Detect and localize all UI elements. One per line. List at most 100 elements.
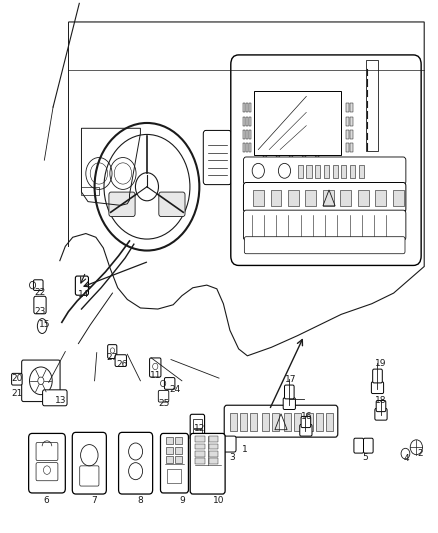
Bar [193, 429, 202, 437]
Bar [193, 419, 202, 427]
FancyBboxPatch shape [164, 377, 175, 389]
Text: 7: 7 [92, 496, 97, 505]
Bar [166, 447, 173, 454]
Bar [305, 190, 316, 206]
FancyBboxPatch shape [301, 416, 311, 427]
Bar [346, 117, 349, 126]
Bar [246, 117, 248, 126]
Bar [230, 413, 237, 431]
Bar [166, 456, 173, 463]
Bar [332, 165, 338, 178]
Text: 25: 25 [158, 399, 169, 408]
FancyBboxPatch shape [150, 358, 161, 377]
FancyBboxPatch shape [203, 131, 231, 184]
Bar [250, 413, 257, 431]
FancyBboxPatch shape [160, 433, 188, 493]
Text: 4: 4 [404, 455, 410, 463]
Bar [294, 413, 301, 431]
FancyBboxPatch shape [244, 182, 406, 212]
Text: 17: 17 [285, 375, 297, 384]
Bar [249, 130, 251, 139]
Text: 3: 3 [229, 454, 235, 463]
Text: 6: 6 [44, 496, 49, 505]
FancyBboxPatch shape [72, 432, 106, 494]
FancyBboxPatch shape [34, 296, 46, 314]
Bar [346, 143, 349, 152]
Text: 5: 5 [362, 454, 368, 463]
FancyBboxPatch shape [231, 55, 421, 265]
FancyBboxPatch shape [33, 280, 43, 290]
Bar [350, 165, 355, 178]
Bar [246, 130, 248, 139]
FancyBboxPatch shape [12, 373, 22, 385]
Bar [166, 437, 173, 444]
FancyBboxPatch shape [244, 237, 405, 254]
Bar [249, 143, 251, 152]
Text: 10: 10 [213, 496, 225, 505]
Bar [341, 165, 346, 178]
Text: 11: 11 [150, 371, 162, 380]
Text: 21: 21 [11, 389, 23, 398]
Bar [366, 60, 378, 151]
Bar [243, 103, 245, 112]
Text: 26: 26 [117, 360, 128, 369]
FancyBboxPatch shape [222, 436, 236, 452]
Bar [316, 413, 323, 431]
Bar [195, 443, 205, 449]
Bar [358, 190, 369, 206]
FancyBboxPatch shape [354, 438, 364, 453]
Text: 9: 9 [179, 496, 185, 505]
Text: 22: 22 [34, 287, 46, 296]
Bar [208, 458, 218, 464]
FancyBboxPatch shape [300, 424, 312, 436]
FancyBboxPatch shape [244, 157, 406, 184]
Bar [262, 413, 269, 431]
Text: 18: 18 [375, 396, 386, 405]
Bar [306, 165, 311, 178]
Bar [81, 187, 99, 195]
FancyBboxPatch shape [373, 369, 382, 383]
Bar [271, 190, 282, 206]
Text: 13: 13 [55, 396, 67, 405]
Bar [167, 469, 181, 483]
FancyBboxPatch shape [159, 192, 185, 216]
Bar [195, 436, 205, 442]
Bar [393, 190, 404, 206]
Bar [208, 443, 218, 449]
Bar [284, 413, 290, 431]
Bar [350, 130, 353, 139]
Bar [350, 117, 353, 126]
Text: 16: 16 [300, 412, 312, 421]
Text: 19: 19 [375, 359, 386, 368]
FancyBboxPatch shape [364, 438, 373, 453]
Text: 24: 24 [170, 385, 181, 394]
Text: 12: 12 [194, 424, 205, 433]
Bar [253, 190, 264, 206]
Bar [195, 451, 205, 457]
Bar [246, 143, 248, 152]
Text: 1: 1 [242, 446, 248, 455]
FancyBboxPatch shape [119, 432, 152, 494]
Bar [243, 130, 245, 139]
FancyBboxPatch shape [190, 414, 205, 440]
Bar [306, 413, 313, 431]
FancyBboxPatch shape [42, 390, 67, 406]
Text: 2: 2 [417, 449, 423, 458]
Text: 8: 8 [138, 496, 143, 505]
FancyBboxPatch shape [109, 192, 135, 216]
Bar [175, 437, 182, 444]
Bar [175, 447, 182, 454]
FancyBboxPatch shape [285, 385, 294, 399]
Text: 14: 14 [78, 289, 89, 298]
Bar [324, 165, 329, 178]
Bar [325, 413, 332, 431]
Bar [375, 190, 386, 206]
Bar [240, 413, 247, 431]
Bar [195, 458, 205, 464]
Text: 27: 27 [107, 353, 118, 362]
Bar [346, 103, 349, 112]
Bar [254, 91, 341, 155]
FancyBboxPatch shape [283, 398, 295, 409]
Bar [249, 103, 251, 112]
Text: 15: 15 [39, 320, 50, 329]
